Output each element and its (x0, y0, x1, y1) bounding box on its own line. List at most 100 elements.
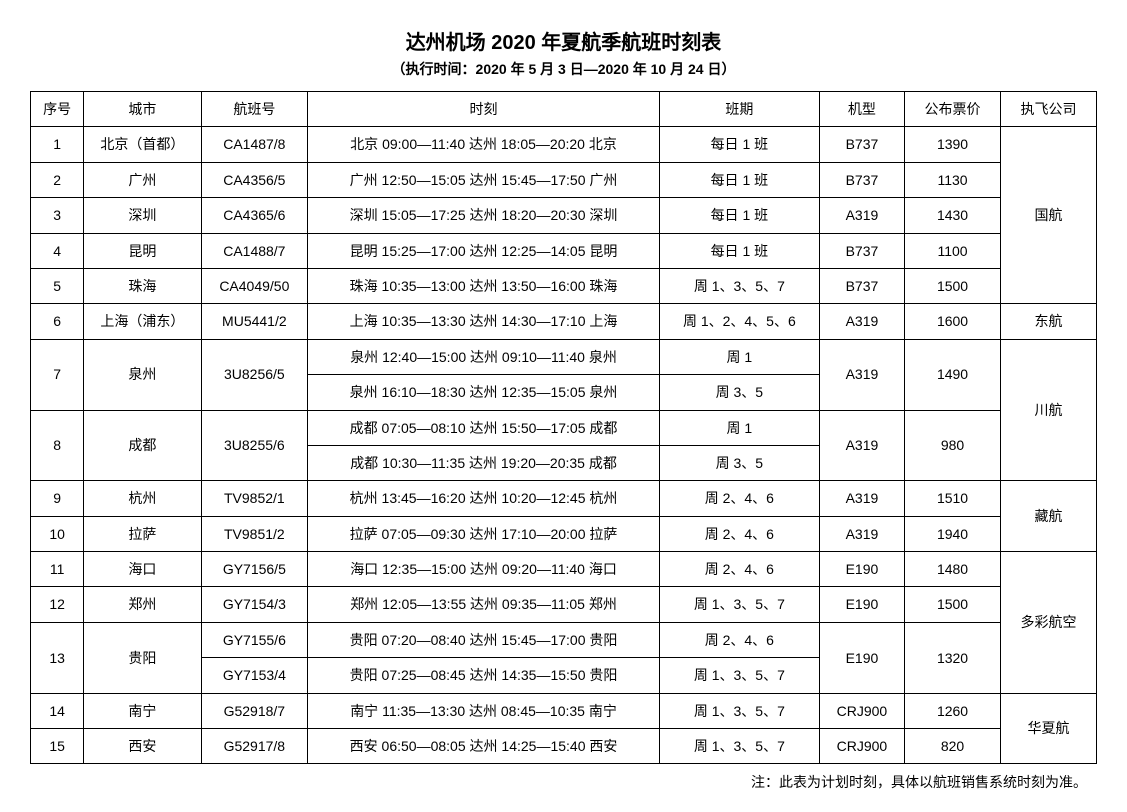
header-airline: 执飞公司 (1001, 92, 1097, 127)
cell-flight: GY7156/5 (201, 552, 308, 587)
cell-flight: CA1487/8 (201, 127, 308, 162)
cell-idx: 12 (31, 587, 84, 622)
cell-city: 贵阳 (84, 622, 201, 693)
cell-airline: 东航 (1001, 304, 1097, 339)
cell-city: 泉州 (84, 339, 201, 410)
table-row: 7 泉州 3U8256/5 泉州 12:40—15:00 达州 09:10—11… (31, 339, 1097, 374)
cell-price: 1430 (905, 198, 1001, 233)
table-row: 2 广州 CA4356/5 广州 12:50—15:05 达州 15:45—17… (31, 162, 1097, 197)
table-row: 1 北京（首都） CA1487/8 北京 09:00—11:40 达州 18:0… (31, 127, 1097, 162)
table-row: 15 西安 G52917/8 西安 06:50—08:05 达州 14:25—1… (31, 729, 1097, 764)
cell-time: 拉萨 07:05—09:30 达州 17:10—20:00 拉萨 (308, 516, 660, 551)
cell-city: 昆明 (84, 233, 201, 268)
cell-flight: GY7155/6 (201, 622, 308, 657)
cell-price: 1490 (905, 339, 1001, 410)
cell-idx: 1 (31, 127, 84, 162)
cell-flight: MU5441/2 (201, 304, 308, 339)
cell-price: 1130 (905, 162, 1001, 197)
cell-time: 贵阳 07:20—08:40 达州 15:45—17:00 贵阳 (308, 622, 660, 657)
cell-flight: G52917/8 (201, 729, 308, 764)
cell-model: CRJ900 (819, 693, 904, 728)
cell-flight: 3U8255/6 (201, 410, 308, 481)
cell-flight: CA4049/50 (201, 268, 308, 303)
cell-time: 西安 06:50—08:05 达州 14:25—15:40 西安 (308, 729, 660, 764)
schedule-table: 序号 城市 航班号 时刻 班期 机型 公布票价 执飞公司 1 北京（首都） CA… (30, 91, 1097, 764)
cell-idx: 2 (31, 162, 84, 197)
cell-airline: 多彩航空 (1001, 552, 1097, 694)
table-row: 12 郑州 GY7154/3 郑州 12:05—13:55 达州 09:35—1… (31, 587, 1097, 622)
cell-time: 郑州 12:05—13:55 达州 09:35—11:05 郑州 (308, 587, 660, 622)
cell-city: 海口 (84, 552, 201, 587)
cell-price: 1260 (905, 693, 1001, 728)
page-title: 达州机场 2020 年夏航季航班时刻表 (30, 26, 1097, 55)
cell-model: A319 (819, 339, 904, 410)
cell-price: 1480 (905, 552, 1001, 587)
cell-idx: 14 (31, 693, 84, 728)
cell-time: 广州 12:50—15:05 达州 15:45—17:50 广州 (308, 162, 660, 197)
cell-days: 周 2、4、6 (659, 481, 819, 516)
cell-model: CRJ900 (819, 729, 904, 764)
table-header-row: 序号 城市 航班号 时刻 班期 机型 公布票价 执飞公司 (31, 92, 1097, 127)
cell-city: 西安 (84, 729, 201, 764)
cell-price: 1100 (905, 233, 1001, 268)
cell-days: 每日 1 班 (659, 127, 819, 162)
cell-days: 周 2、4、6 (659, 552, 819, 587)
cell-city: 广州 (84, 162, 201, 197)
cell-days: 周 1、2、4、5、6 (659, 304, 819, 339)
cell-idx: 6 (31, 304, 84, 339)
cell-flight: TV9852/1 (201, 481, 308, 516)
cell-days: 每日 1 班 (659, 198, 819, 233)
cell-price: 1600 (905, 304, 1001, 339)
cell-flight: GY7154/3 (201, 587, 308, 622)
cell-model: A319 (819, 410, 904, 481)
cell-model: B737 (819, 233, 904, 268)
cell-time: 贵阳 07:25—08:45 达州 14:35—15:50 贵阳 (308, 658, 660, 693)
cell-time: 珠海 10:35—13:00 达州 13:50—16:00 珠海 (308, 268, 660, 303)
cell-days: 周 2、4、6 (659, 622, 819, 657)
cell-price: 1390 (905, 127, 1001, 162)
cell-days: 周 1、3、5、7 (659, 729, 819, 764)
cell-idx: 10 (31, 516, 84, 551)
cell-model: B737 (819, 162, 904, 197)
cell-time: 杭州 13:45—16:20 达州 10:20—12:45 杭州 (308, 481, 660, 516)
header-flight: 航班号 (201, 92, 308, 127)
header-time: 时刻 (308, 92, 660, 127)
cell-days: 周 1 (659, 410, 819, 445)
cell-model: B737 (819, 268, 904, 303)
cell-city: 郑州 (84, 587, 201, 622)
cell-days: 周 1、3、5、7 (659, 658, 819, 693)
cell-model: E190 (819, 587, 904, 622)
cell-city: 南宁 (84, 693, 201, 728)
cell-model: A319 (819, 304, 904, 339)
cell-idx: 13 (31, 622, 84, 693)
footnote: 注：此表为计划时刻，具体以航班销售系统时刻为准。 (30, 772, 1097, 792)
cell-time: 成都 07:05—08:10 达州 15:50—17:05 成都 (308, 410, 660, 445)
cell-airline: 华夏航 (1001, 693, 1097, 764)
cell-model: A319 (819, 516, 904, 551)
cell-days: 周 1 (659, 339, 819, 374)
cell-idx: 7 (31, 339, 84, 410)
cell-days: 周 3、5 (659, 375, 819, 410)
page-subtitle: （执行时间：2020 年 5 月 3 日—2020 年 10 月 24 日） (30, 59, 1097, 79)
header-price: 公布票价 (905, 92, 1001, 127)
cell-city: 杭州 (84, 481, 201, 516)
cell-airline: 川航 (1001, 339, 1097, 481)
cell-city: 北京（首都） (84, 127, 201, 162)
cell-time: 成都 10:30—11:35 达州 19:20—20:35 成都 (308, 445, 660, 480)
table-row: 13 贵阳 GY7155/6 贵阳 07:20—08:40 达州 15:45—1… (31, 622, 1097, 657)
cell-time: 南宁 11:35—13:30 达州 08:45—10:35 南宁 (308, 693, 660, 728)
cell-idx: 11 (31, 552, 84, 587)
cell-flight: GY7153/4 (201, 658, 308, 693)
cell-idx: 5 (31, 268, 84, 303)
table-row: 8 成都 3U8255/6 成都 07:05—08:10 达州 15:50—17… (31, 410, 1097, 445)
cell-flight: CA1488/7 (201, 233, 308, 268)
table-row: 11 海口 GY7156/5 海口 12:35—15:00 达州 09:20—1… (31, 552, 1097, 587)
cell-model: E190 (819, 622, 904, 693)
cell-time: 泉州 12:40—15:00 达州 09:10—11:40 泉州 (308, 339, 660, 374)
cell-price: 1320 (905, 622, 1001, 693)
cell-price: 820 (905, 729, 1001, 764)
cell-time: 泉州 16:10—18:30 达州 12:35—15:05 泉州 (308, 375, 660, 410)
header-city: 城市 (84, 92, 201, 127)
header-model: 机型 (819, 92, 904, 127)
cell-days: 周 1、3、5、7 (659, 268, 819, 303)
